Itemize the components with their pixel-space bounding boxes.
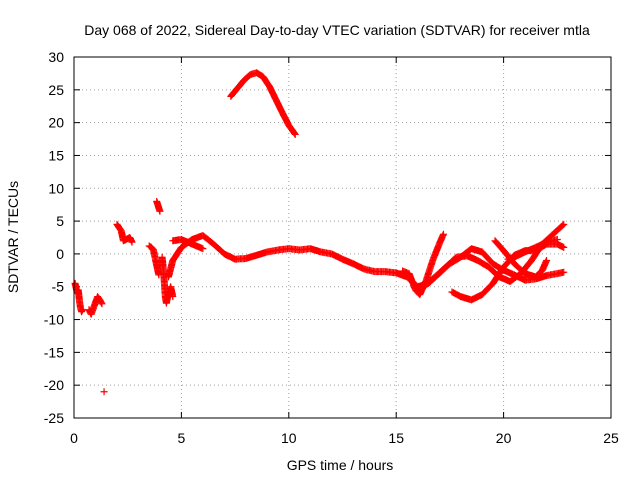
data-point <box>431 264 449 281</box>
x-tick-label: 15 <box>388 430 404 446</box>
series-arc-2 <box>169 236 207 253</box>
data-point <box>227 86 240 100</box>
data-point <box>272 96 286 116</box>
data-point <box>489 264 507 287</box>
data-point <box>115 224 124 234</box>
series-early-scatter-a <box>71 279 87 316</box>
series-outlier <box>100 388 108 396</box>
data-point <box>266 83 279 102</box>
data-point <box>291 130 299 138</box>
data-point <box>553 235 561 243</box>
data-point <box>199 245 207 253</box>
data-point <box>543 256 551 264</box>
data-point <box>169 244 185 264</box>
series-short-arc-c <box>113 220 136 246</box>
y-tick-label: -20 <box>44 377 64 393</box>
y-tick-label: 30 <box>48 49 64 65</box>
data-point <box>199 232 216 247</box>
grid <box>74 57 611 418</box>
data-point <box>560 220 568 228</box>
data-point <box>510 260 528 277</box>
x-tick-label: 5 <box>178 430 186 446</box>
data-point <box>506 270 524 285</box>
data-point <box>448 288 463 300</box>
y-tick-label: 20 <box>48 115 64 131</box>
data-point <box>155 204 164 214</box>
x-tick-label: 10 <box>281 430 297 446</box>
y-tick-label: 0 <box>56 246 64 262</box>
series-arc-7 <box>504 235 561 263</box>
y-tick-label: -5 <box>52 279 65 295</box>
data-point <box>169 293 177 301</box>
data-point <box>240 72 253 85</box>
data-point <box>439 230 447 238</box>
data-point <box>100 388 108 396</box>
chart-title: Day 068 of 2022, Sidereal Day-to-day VTE… <box>84 22 590 38</box>
y-tick-label: -15 <box>44 344 64 360</box>
series-short-arc-e <box>153 197 164 215</box>
data-point <box>478 280 496 299</box>
series-short-arc-f <box>158 253 177 307</box>
data-point <box>94 293 103 303</box>
data-point <box>549 221 567 238</box>
y-tick-label: 5 <box>56 213 64 229</box>
y-tick-label: -10 <box>44 312 64 328</box>
data-point <box>145 242 154 251</box>
data-points <box>71 69 568 396</box>
data-point <box>560 268 568 276</box>
data-point <box>156 207 164 215</box>
series-arc-3 <box>399 230 447 299</box>
data-point <box>210 240 227 257</box>
data-point <box>165 258 176 281</box>
series-early-scatter-b <box>85 293 106 318</box>
data-point <box>405 270 419 293</box>
data-point <box>113 220 122 231</box>
y-tick-label: 10 <box>48 180 64 196</box>
x-tick-label: 20 <box>496 430 512 446</box>
data-point <box>78 307 86 316</box>
data-point <box>422 258 436 284</box>
ticks: 0 5 10 15 20 25 -25 -20 -15 -10 -5 0 5 10 15 20 25 30 <box>44 49 619 446</box>
data-point <box>147 243 157 253</box>
data-point <box>491 237 507 254</box>
y-tick-label: 25 <box>48 82 64 98</box>
data-point <box>259 73 273 89</box>
y-tick-label: 15 <box>48 147 64 163</box>
data-point <box>154 201 162 211</box>
data-point <box>532 267 545 281</box>
data-point <box>478 248 496 267</box>
data-point <box>420 274 438 291</box>
y-tick-label: -25 <box>44 410 64 426</box>
y-axis-label: SDTVAR / TECUs <box>5 181 21 293</box>
x-tick-label: 0 <box>70 430 78 446</box>
series-main-arc-1 <box>165 232 568 291</box>
data-point <box>128 238 136 246</box>
series-arc-high <box>227 69 299 138</box>
data-point <box>98 300 106 308</box>
data-point <box>253 69 266 80</box>
plot-frame <box>73 56 612 419</box>
data-point <box>153 197 161 208</box>
data-point <box>474 257 491 270</box>
data-point <box>76 304 85 314</box>
data-point <box>233 78 247 92</box>
data-point <box>285 121 298 137</box>
data-point <box>560 243 568 251</box>
x-tick-label: 25 <box>603 430 619 446</box>
data-point <box>79 306 87 314</box>
series-arc-6 <box>491 237 551 281</box>
data-point <box>278 109 292 128</box>
data-point <box>442 254 459 271</box>
series-short-arc-d <box>145 242 163 279</box>
x-axis-label: GPS time / hours <box>287 457 394 473</box>
data-point <box>429 241 443 264</box>
